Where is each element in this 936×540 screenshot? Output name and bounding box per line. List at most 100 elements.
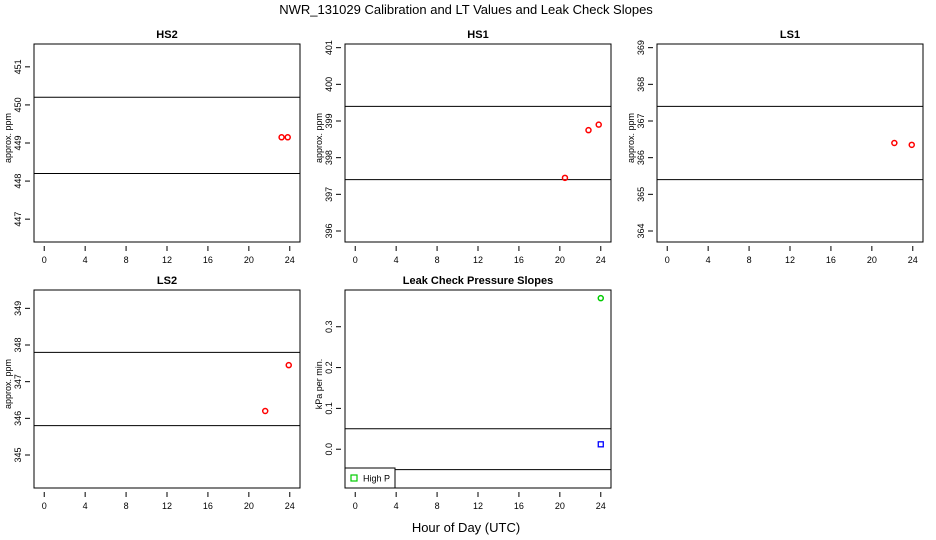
y-axis-label: kPa per min. [314, 359, 324, 410]
x-tick-label: 24 [285, 255, 295, 265]
x-tick-label: 24 [596, 501, 606, 511]
y-tick-label: 367 [636, 113, 646, 128]
y-tick-label: 399 [324, 113, 334, 128]
panel-title: LS1 [780, 29, 800, 41]
x-tick-label: 8 [124, 255, 129, 265]
chart-panel: HS2 0 4 8 12 16 20 24 447 448 449 450 451 approx. ppm [3, 29, 301, 265]
data-point [595, 121, 602, 128]
x-tick-label: 4 [83, 501, 88, 511]
figure-title: NWR_131029 Calibration and LT Values and… [279, 2, 653, 17]
x-tick-label: 0 [665, 255, 670, 265]
x-tick-label: 12 [473, 501, 483, 511]
x-tick-label: 0 [42, 501, 47, 511]
y-tick-label: 347 [13, 374, 23, 389]
x-tick-label: 20 [867, 255, 877, 265]
y-tick-label: 0.3 [324, 320, 334, 333]
y-tick-label: 369 [636, 40, 646, 55]
y-tick-label: 448 [13, 174, 23, 189]
y-tick-label: 396 [324, 223, 334, 238]
x-tick-label: 16 [826, 255, 836, 265]
y-tick-label: 368 [636, 77, 646, 92]
y-tick-label: 365 [636, 187, 646, 202]
y-tick-label: 398 [324, 150, 334, 165]
x-tick-label: 8 [747, 255, 752, 265]
panel-title: LS2 [157, 275, 177, 287]
y-tick-label: 450 [13, 97, 23, 112]
x-tick-label: 4 [394, 501, 399, 511]
y-tick-label: 0.0 [324, 443, 334, 456]
panel-title: HS1 [467, 29, 488, 41]
y-tick-label: 346 [13, 411, 23, 426]
figure-x-axis-label: Hour of Day (UTC) [412, 520, 520, 535]
y-tick-label: 366 [636, 150, 646, 165]
plot-frame [656, 43, 924, 243]
x-tick-label: 16 [514, 255, 524, 265]
x-tick-label: 12 [162, 255, 172, 265]
x-tick-label: 16 [203, 255, 213, 265]
panel-title: Leak Check Pressure Slopes [403, 275, 553, 287]
y-tick-label: 349 [13, 301, 23, 316]
x-tick-label: 8 [435, 255, 440, 265]
x-tick-label: 0 [353, 501, 358, 511]
x-tick-label: 12 [785, 255, 795, 265]
legend-box [344, 467, 396, 489]
x-tick-label: 20 [244, 255, 254, 265]
y-tick-label: 0.1 [324, 402, 334, 415]
data-point [261, 407, 269, 415]
x-tick-label: 12 [473, 255, 483, 265]
y-tick-label: 400 [324, 77, 334, 92]
x-tick-label: 8 [124, 501, 129, 511]
data-point [284, 134, 291, 141]
legend: High P [344, 467, 396, 489]
y-tick-label: 364 [636, 223, 646, 238]
chart-panel: LS1 0 4 8 12 16 20 24 364 365 366 367 368 369 approx. … [626, 29, 924, 265]
y-tick-label: 449 [13, 135, 23, 150]
x-tick-label: 24 [908, 255, 918, 265]
chart-panel: LS2 0 4 8 12 16 20 24 345 346 347 348 349 approx. ppm [3, 275, 301, 511]
data-point [285, 361, 292, 369]
data-point [597, 441, 604, 448]
x-tick-label: 16 [203, 501, 213, 511]
x-tick-label: 8 [435, 501, 440, 511]
chart-panel: HS1 0 4 8 12 16 20 24 396 397 398 399 400 401 approx. … [314, 29, 612, 265]
legend-marker [350, 474, 358, 482]
x-tick-label: 24 [285, 501, 295, 511]
x-tick-label: 20 [555, 255, 565, 265]
x-tick-label: 12 [162, 501, 172, 511]
y-tick-label: 348 [13, 337, 23, 352]
y-axis-label: approx. ppm [314, 113, 324, 163]
legend-label: High P [363, 474, 390, 484]
y-tick-label: 401 [324, 40, 334, 55]
y-axis-label: approx. ppm [3, 113, 13, 163]
chart-panel: Leak Check Pressure Slopes 0 4 8 12 16 20 24 0.0… [314, 275, 612, 511]
x-tick-label: 20 [555, 501, 565, 511]
y-axis-label: approx. ppm [3, 359, 13, 409]
data-point [585, 126, 592, 134]
plot-frame [33, 289, 301, 489]
x-tick-label: 24 [596, 255, 606, 265]
y-tick-label: 451 [13, 59, 23, 74]
plot-frame [344, 289, 612, 489]
x-tick-label: 16 [514, 501, 524, 511]
data-point [891, 139, 898, 147]
x-tick-label: 4 [706, 255, 711, 265]
x-tick-label: 4 [394, 255, 399, 265]
y-tick-label: 397 [324, 187, 334, 202]
plot-frame [33, 43, 301, 243]
x-tick-label: 20 [244, 501, 254, 511]
x-tick-label: 4 [83, 255, 88, 265]
plot-frame [344, 43, 612, 243]
x-tick-label: 0 [42, 255, 47, 265]
y-tick-label: 345 [13, 447, 23, 462]
y-tick-label: 0.2 [324, 361, 334, 374]
x-tick-label: 0 [353, 255, 358, 265]
data-point [908, 141, 915, 149]
panel-title: HS2 [156, 29, 177, 41]
y-axis-label: approx. ppm [626, 113, 636, 163]
y-tick-label: 447 [13, 212, 23, 227]
data-point [597, 294, 605, 302]
data-point [278, 134, 285, 141]
data-point [561, 174, 569, 182]
